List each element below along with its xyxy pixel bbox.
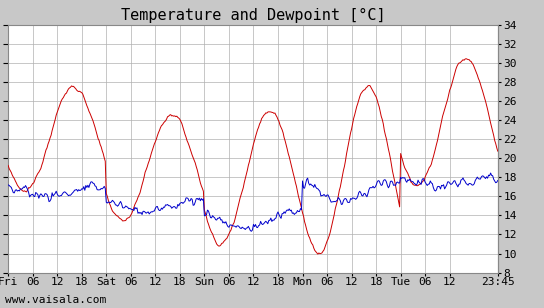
Text: www.vaisala.com: www.vaisala.com	[5, 295, 107, 305]
Title: Temperature and Dewpoint [°C]: Temperature and Dewpoint [°C]	[121, 8, 385, 23]
